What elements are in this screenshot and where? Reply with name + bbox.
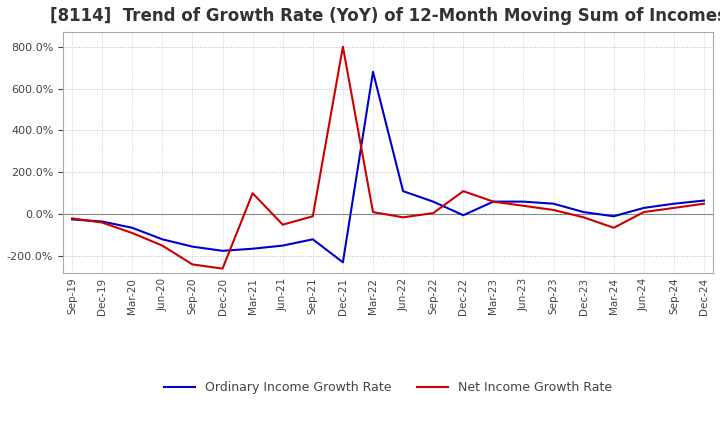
Ordinary Income Growth Rate [68,217,76,222]
Legend: Ordinary Income Growth Rate, Net Income Growth Rate: Ordinary Income Growth Rate, Net Income … [159,376,617,399]
Ordinary Income Growth Rate [158,237,166,242]
Ordinary Income Growth Rate [549,201,558,206]
Ordinary Income Growth Rate [399,188,408,194]
Ordinary Income Growth Rate [188,244,197,249]
Ordinary Income Growth Rate [670,201,678,206]
Net Income Growth Rate [429,210,438,216]
Net Income Growth Rate [489,199,498,204]
Net Income Growth Rate [609,225,618,231]
Net Income Growth Rate [369,209,377,215]
Net Income Growth Rate [670,205,678,211]
Ordinary Income Growth Rate [700,198,708,203]
Ordinary Income Growth Rate [609,214,618,219]
Ordinary Income Growth Rate [580,209,588,215]
Net Income Growth Rate [399,215,408,220]
Net Income Growth Rate [68,216,76,221]
Ordinary Income Growth Rate [248,246,257,251]
Ordinary Income Growth Rate [489,199,498,204]
Ordinary Income Growth Rate [308,237,317,242]
Net Income Growth Rate [248,191,257,196]
Net Income Growth Rate [279,222,287,227]
Ordinary Income Growth Rate [98,219,107,224]
Net Income Growth Rate [98,220,107,225]
Net Income Growth Rate [549,207,558,213]
Net Income Growth Rate [338,44,347,49]
Net Income Growth Rate [580,215,588,220]
Ordinary Income Growth Rate [639,205,648,211]
Net Income Growth Rate [188,262,197,267]
Net Income Growth Rate [700,201,708,206]
Ordinary Income Growth Rate [279,243,287,248]
Ordinary Income Growth Rate [338,260,347,265]
Net Income Growth Rate [639,209,648,215]
Line: Net Income Growth Rate: Net Income Growth Rate [72,47,704,268]
Net Income Growth Rate [519,203,528,209]
Net Income Growth Rate [459,188,467,194]
Title: [8114]  Trend of Growth Rate (YoY) of 12-Month Moving Sum of Incomes: [8114] Trend of Growth Rate (YoY) of 12-… [50,7,720,25]
Ordinary Income Growth Rate [128,225,137,231]
Net Income Growth Rate [308,214,317,219]
Ordinary Income Growth Rate [459,213,467,218]
Line: Ordinary Income Growth Rate: Ordinary Income Growth Rate [72,72,704,262]
Net Income Growth Rate [128,231,137,236]
Ordinary Income Growth Rate [218,248,227,253]
Ordinary Income Growth Rate [429,199,438,204]
Net Income Growth Rate [158,243,166,248]
Ordinary Income Growth Rate [519,199,528,204]
Ordinary Income Growth Rate [369,69,377,74]
Net Income Growth Rate [218,266,227,271]
